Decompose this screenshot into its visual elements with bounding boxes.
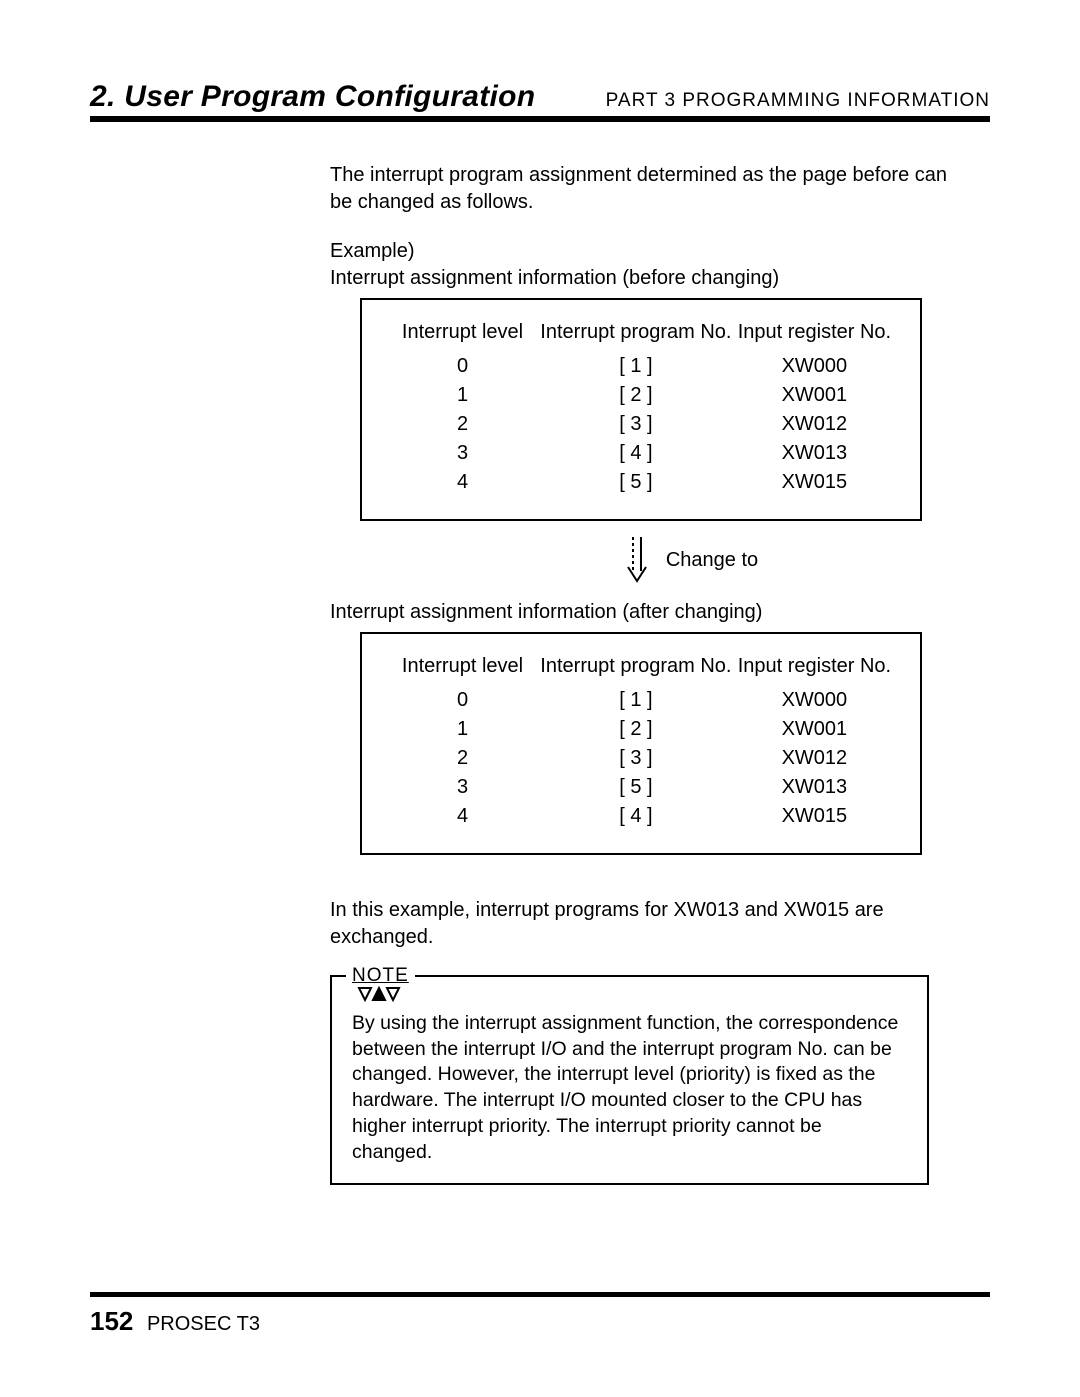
cell-level: 4: [386, 802, 539, 831]
cell-level: 3: [386, 773, 539, 802]
cell-prog: [ 1 ]: [539, 352, 733, 381]
cell-prog: [ 3 ]: [539, 744, 733, 773]
doc-name: PROSEC T3: [147, 1313, 260, 1335]
header-row: 2. User Program Configuration PART 3 PRO…: [90, 80, 990, 114]
change-to-label: Change to: [666, 547, 758, 574]
arrow-down-icon: [622, 535, 652, 585]
cell-reg: XW000: [733, 686, 896, 715]
table-after: Interrupt level Interrupt program No. In…: [386, 652, 896, 831]
table-before-box: Interrupt level Interrupt program No. In…: [360, 298, 922, 521]
header-rule: [90, 116, 990, 122]
cell-reg: XW013: [733, 773, 896, 802]
page-number: 152: [90, 1306, 133, 1336]
table-row: 3 [ 5 ] XW013: [386, 773, 896, 802]
cell-level: 0: [386, 352, 539, 381]
table-before: Interrupt level Interrupt program No. In…: [386, 318, 896, 497]
cell-reg: XW012: [733, 744, 896, 773]
cell-prog: [ 1 ]: [539, 686, 733, 715]
note-label: NOTE: [352, 963, 409, 988]
cell-reg: XW000: [733, 352, 896, 381]
note-box: NOTE By using the interrupt assignment f…: [330, 975, 929, 1185]
example-label: Example): [330, 238, 960, 265]
cell-reg: XW001: [733, 715, 896, 744]
page: 2. User Program Configuration PART 3 PRO…: [0, 0, 1080, 1397]
change-to-block: Change to: [420, 535, 960, 585]
cell-level: 2: [386, 410, 539, 439]
th-reg: Input register No.: [733, 652, 896, 686]
cell-reg: XW013: [733, 439, 896, 468]
table-row: 3 [ 4 ] XW013: [386, 439, 896, 468]
table-after-box: Interrupt level Interrupt program No. In…: [360, 632, 922, 855]
intro-paragraph: The interrupt program assignment determi…: [330, 162, 960, 216]
table-row: 0 [ 1 ] XW000: [386, 686, 896, 715]
cell-reg: XW001: [733, 381, 896, 410]
table-row: 0 [ 1 ] XW000: [386, 352, 896, 381]
caution-triangles-icon: [357, 986, 403, 1002]
th-level: Interrupt level: [386, 318, 539, 352]
cell-prog: [ 5 ]: [539, 468, 733, 497]
table-row: 2 [ 3 ] XW012: [386, 410, 896, 439]
conclusion-paragraph: In this example, interrupt programs for …: [330, 897, 960, 951]
footer: 152 PROSEC T3: [90, 1306, 260, 1337]
before-caption: Interrupt assignment information (before…: [330, 265, 960, 292]
table-row: 4 [ 4 ] XW015: [386, 802, 896, 831]
note-label-wrap: NOTE: [346, 963, 415, 1002]
cell-prog: [ 2 ]: [539, 715, 733, 744]
table-row: 2 [ 3 ] XW012: [386, 744, 896, 773]
cell-level: 2: [386, 744, 539, 773]
th-reg: Input register No.: [733, 318, 896, 352]
table-row: 1 [ 2 ] XW001: [386, 715, 896, 744]
cell-prog: [ 2 ]: [539, 381, 733, 410]
content-area: The interrupt program assignment determi…: [330, 162, 960, 1185]
cell-prog: [ 3 ]: [539, 410, 733, 439]
note-text: By using the interrupt assignment functi…: [352, 1011, 907, 1165]
cell-level: 0: [386, 686, 539, 715]
cell-prog: [ 4 ]: [539, 439, 733, 468]
cell-level: 1: [386, 715, 539, 744]
th-prog: Interrupt program No.: [539, 318, 733, 352]
footer-rule: [90, 1292, 990, 1297]
cell-prog: [ 5 ]: [539, 773, 733, 802]
cell-level: 3: [386, 439, 539, 468]
part-title: PART 3 PROGRAMMING INFORMATION: [606, 90, 990, 112]
cell-reg: XW012: [733, 410, 896, 439]
cell-reg: XW015: [733, 468, 896, 497]
after-caption: Interrupt assignment information (after …: [330, 599, 960, 626]
table-row: 4 [ 5 ] XW015: [386, 468, 896, 497]
cell-prog: [ 4 ]: [539, 802, 733, 831]
table-row: 1 [ 2 ] XW001: [386, 381, 896, 410]
th-prog: Interrupt program No.: [539, 652, 733, 686]
cell-reg: XW015: [733, 802, 896, 831]
cell-level: 4: [386, 468, 539, 497]
section-title: 2. User Program Configuration: [90, 80, 535, 114]
th-level: Interrupt level: [386, 652, 539, 686]
cell-level: 1: [386, 381, 539, 410]
